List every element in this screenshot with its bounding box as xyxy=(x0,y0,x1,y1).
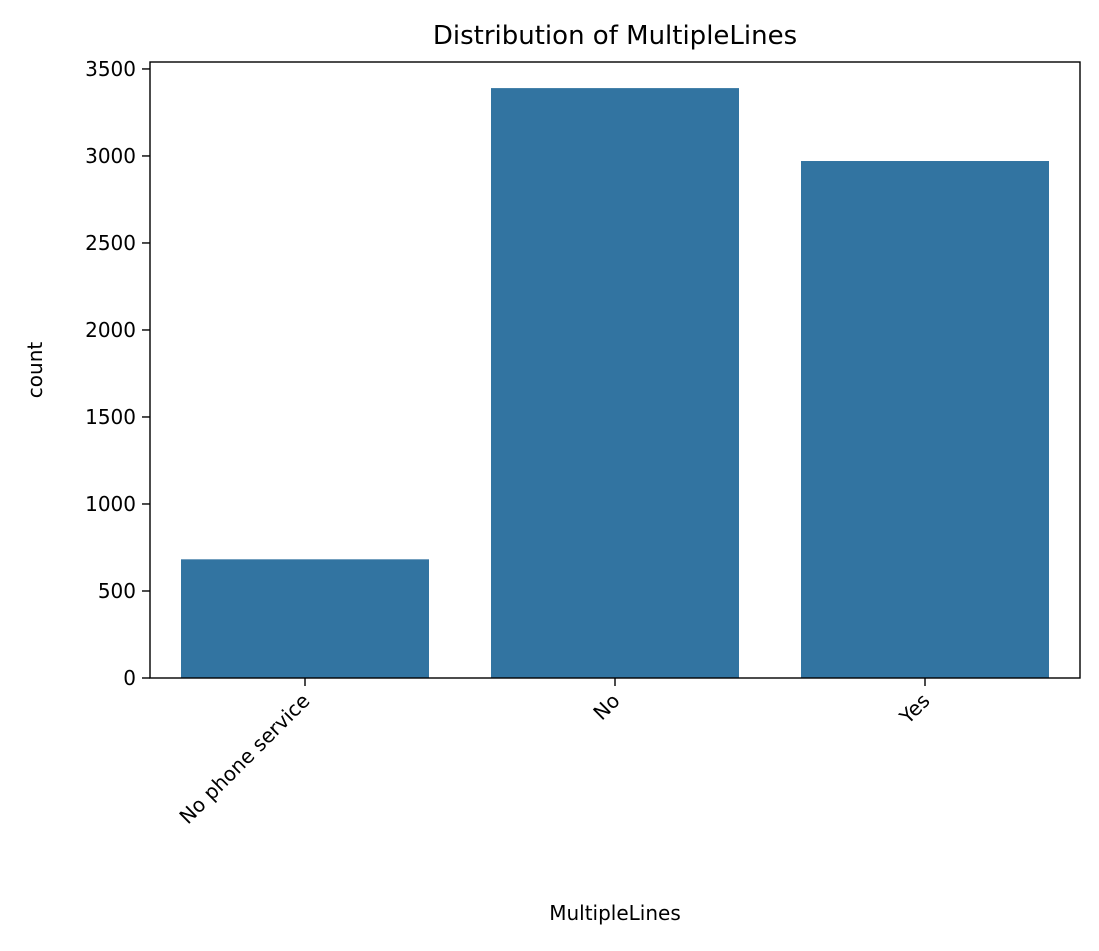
y-tick-label: 2500 xyxy=(85,231,136,255)
bar-1 xyxy=(491,88,739,679)
y-axis-label: count xyxy=(23,342,47,399)
bars-layer xyxy=(181,88,1049,679)
x-tick-label: No xyxy=(588,689,624,725)
x-tick-label: No phone service xyxy=(174,689,314,829)
y-tick-label: 3500 xyxy=(85,57,136,81)
bar-0 xyxy=(181,559,429,678)
y-tick-label: 500 xyxy=(98,579,136,603)
y-tick-label: 3000 xyxy=(85,144,136,168)
y-tick-label: 0 xyxy=(123,666,136,690)
y-axis: 0 500 1000 1500 2000 2500 3000 3500 xyxy=(85,57,150,690)
x-axis: No phone service No Yes xyxy=(174,678,935,829)
plot-frame xyxy=(149,61,1081,679)
chart-title: Distribution of MultipleLines xyxy=(433,21,797,51)
y-tick-label: 1000 xyxy=(85,492,136,516)
x-tick-label: Yes xyxy=(894,689,935,730)
bar-2 xyxy=(801,161,1049,678)
x-axis-label: MultipleLines xyxy=(549,901,681,925)
y-tick-label: 2000 xyxy=(85,318,136,342)
y-tick-label: 1500 xyxy=(85,405,136,429)
